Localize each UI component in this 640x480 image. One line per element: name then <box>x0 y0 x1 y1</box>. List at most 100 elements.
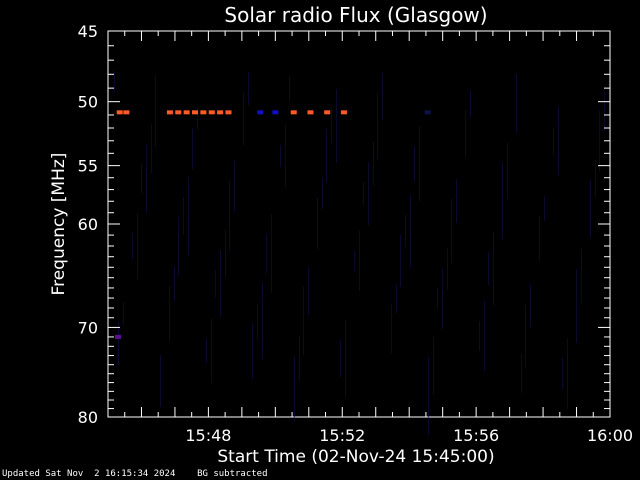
noise-stripe <box>488 252 489 285</box>
noise-stripe <box>280 145 281 167</box>
noise-stripe <box>502 163 503 239</box>
noise-stripe <box>484 301 485 371</box>
noise-stripe <box>451 199 452 263</box>
noise-stripe <box>197 108 198 129</box>
noise-stripe <box>414 146 415 181</box>
burst-mark <box>217 110 224 115</box>
burst-mark <box>424 110 431 115</box>
noise-stripe <box>410 195 411 267</box>
noise-stripe <box>155 75 156 147</box>
noise-stripe <box>183 197 184 235</box>
noise-stripe <box>567 338 568 409</box>
burst-mark <box>192 110 199 115</box>
noise-stripe <box>437 288 438 309</box>
noise-stripe <box>248 72 249 105</box>
noise-stripe <box>382 73 383 119</box>
noise-stripe <box>308 267 309 315</box>
noise-stripe <box>331 109 332 143</box>
noise-stripe <box>257 303 258 339</box>
noise-stripe <box>123 302 124 325</box>
burst-mark <box>166 110 173 115</box>
x-axis-label: Start Time (02-Nov-24 15:45:00) <box>217 447 494 467</box>
noise-stripe <box>326 129 327 183</box>
noise-stripe <box>590 180 591 237</box>
noise-stripe <box>391 304 392 353</box>
noise-stripe <box>160 355 161 407</box>
noise-stripe <box>479 321 480 351</box>
noise-stripe <box>428 357 429 435</box>
noise-stripe <box>400 235 401 287</box>
noise-stripe <box>137 213 138 279</box>
noise-stripe <box>562 358 563 389</box>
noise-stripe <box>294 356 295 421</box>
chart-title: Solar radio Flux (Glasgow) <box>224 3 487 27</box>
y-tick-label: 80 <box>78 408 98 427</box>
noise-stripe <box>322 178 323 209</box>
noise-stripe <box>465 110 466 157</box>
noise-stripe <box>447 248 448 289</box>
y-tick-label: 60 <box>78 215 98 234</box>
burst-mark <box>115 334 122 339</box>
noise-stripe <box>595 160 596 197</box>
burst-mark <box>340 110 347 115</box>
noise-stripe <box>220 250 221 317</box>
noise-stripe <box>178 217 179 275</box>
burst-mark <box>200 110 207 115</box>
y-axis-ticks: 45 50 55 60 70 80 <box>78 22 610 427</box>
noise-stripe <box>507 143 508 199</box>
y-tick-label: 55 <box>78 157 98 176</box>
burst-mark <box>272 110 279 115</box>
burst-mark <box>290 110 297 115</box>
noise-stripe <box>192 128 193 169</box>
noise-stripe <box>470 90 471 117</box>
noise-stripe <box>359 231 360 291</box>
noise-stripe <box>285 125 286 187</box>
updated-timestamp: Updated Sat Nov 2 16:15:34 2024 <box>2 469 176 479</box>
noise-stripe <box>271 214 272 293</box>
y-tick-label: 70 <box>78 318 98 337</box>
noise-stripe <box>604 91 605 131</box>
burst-marks <box>115 110 431 339</box>
burst-mark <box>324 110 331 115</box>
noise-stripe <box>599 111 600 171</box>
noise-stripe <box>345 320 346 397</box>
noise-stripe <box>516 74 517 133</box>
noise-stripe <box>188 177 189 255</box>
noise-stripe <box>206 339 207 363</box>
noise-stripe <box>405 215 406 247</box>
noise-stripe <box>530 285 531 327</box>
noise-stripe <box>336 89 337 163</box>
y-tick-label: 45 <box>78 22 98 41</box>
noise-stripe <box>234 161 235 211</box>
noise-stripe <box>377 93 378 159</box>
noise-stripe <box>262 283 263 359</box>
burst-mark <box>183 110 190 115</box>
burst-mark <box>208 110 215 115</box>
noise-stripe <box>539 216 540 261</box>
noise-stripe <box>151 124 152 173</box>
noise-stripe <box>266 234 267 273</box>
noise-stripe <box>146 144 147 213</box>
noise-stripe <box>354 251 355 271</box>
noise-stripe <box>340 340 341 377</box>
noise-stripe <box>456 179 457 223</box>
noise-stripe <box>169 286 170 341</box>
y-axis-label: Frequency [MHz] <box>49 153 69 296</box>
noise-stripe <box>114 71 115 91</box>
plot-area <box>107 30 611 418</box>
burst-mark <box>116 110 123 115</box>
noise-stripe <box>299 336 300 381</box>
burst-mark <box>175 110 182 115</box>
y-tick-label: 50 <box>78 93 98 112</box>
noise-stripe <box>521 354 522 393</box>
noise-stripe <box>558 107 559 175</box>
noise-stripe <box>211 319 212 383</box>
noise-stripe <box>576 269 577 343</box>
x-tick-label: 15:52 <box>319 426 365 445</box>
noise-stripe <box>433 337 434 395</box>
noise-stripe <box>493 232 494 305</box>
noise-stripe <box>317 198 318 249</box>
x-axis-ticks: 15:48 15:52 15:56 16:00 <box>107 31 633 445</box>
burst-mark <box>225 110 232 115</box>
noise-stripe <box>525 305 526 367</box>
